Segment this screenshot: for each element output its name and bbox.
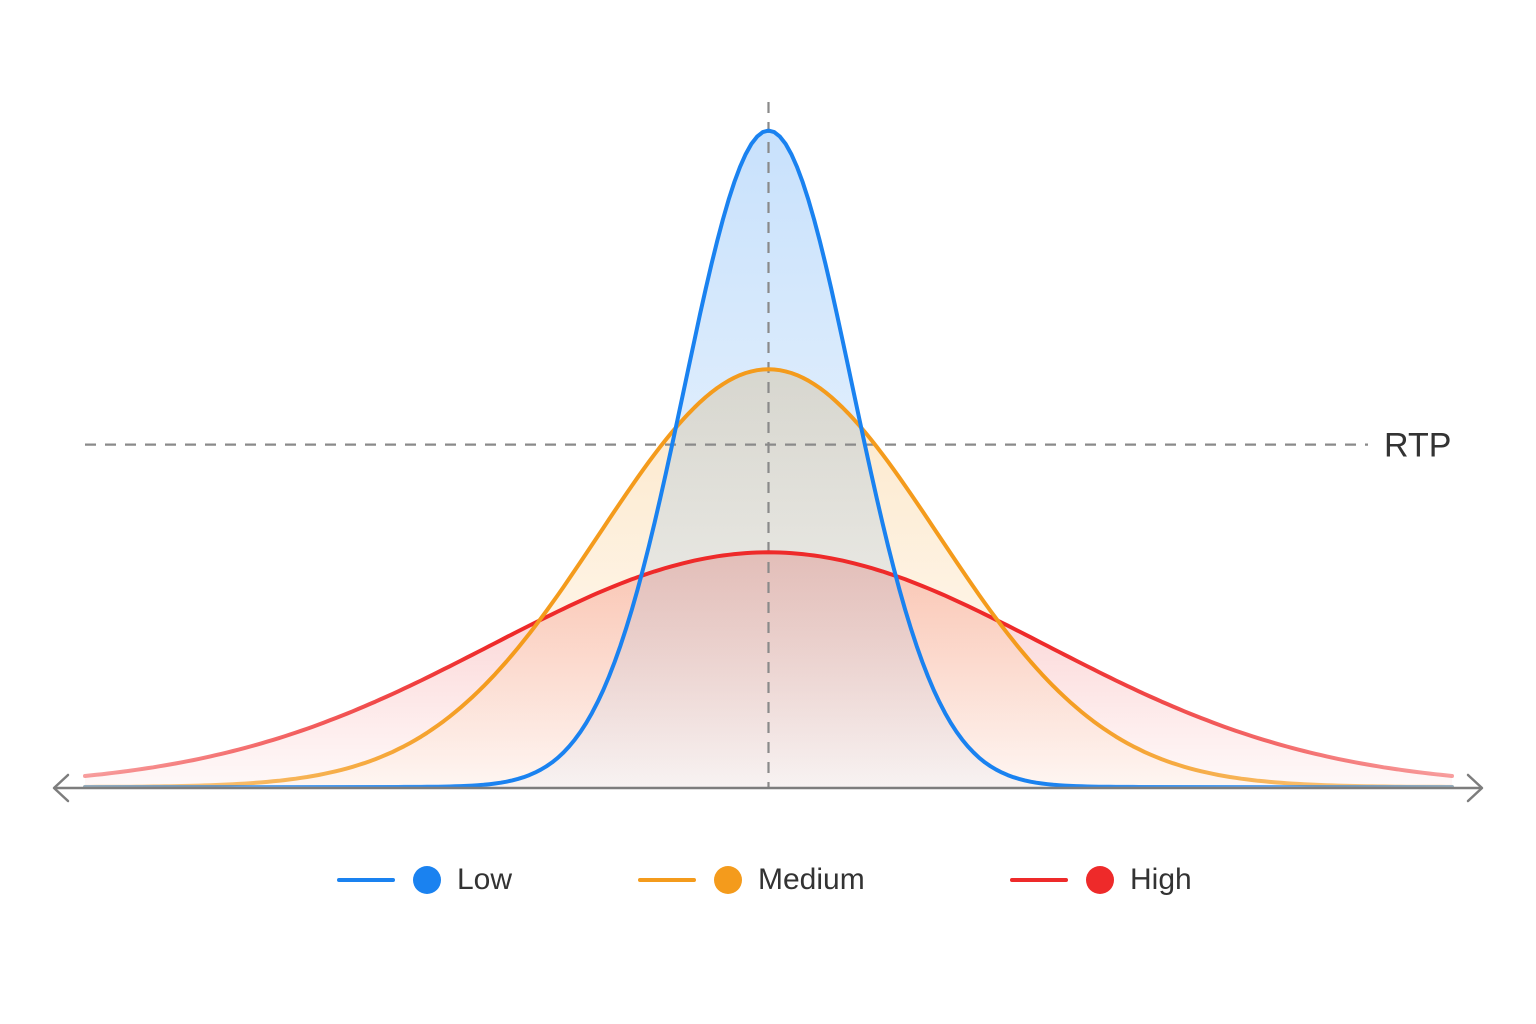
x-axis [52,773,1484,803]
legend-dot-low [413,866,441,894]
legend-line-high [1010,878,1068,882]
legend-label-low: Low [457,863,513,896]
x-axis-right-arrow [1466,773,1484,803]
legend-dot-high [1086,866,1114,894]
legend-line-medium [638,878,696,882]
rtp-label: RTP [1384,427,1451,465]
area-low [85,130,1452,788]
legend-item-low: Low [337,852,512,908]
legend-dot-medium [714,866,742,894]
line-high [83,550,1454,778]
legend-line-low [337,878,395,882]
chart-legend: Low Medium High [0,852,1536,908]
x-axis-left-arrow [52,773,70,803]
reference-lines: RTP [85,102,1451,787]
line-medium [83,367,1454,789]
legend-label-high: High [1130,863,1192,896]
legend-item-high: High [1010,852,1192,908]
legend-item-medium: Medium [638,852,865,908]
legend-label-medium: Medium [758,863,865,896]
